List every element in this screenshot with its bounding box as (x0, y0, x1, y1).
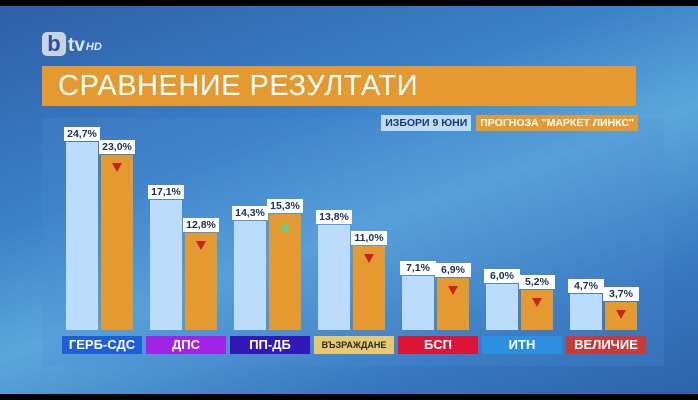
forecast-bar (521, 290, 553, 330)
broadcast-graphic: b tv HD СРАВНЕНИЕ РЕЗУЛТАТИ ИЗБОРИ 9 ЮНИ… (0, 6, 698, 394)
trend-down-icon (448, 285, 458, 295)
election-bar (570, 294, 602, 330)
election-value-label: 17,1% (148, 185, 184, 200)
election-bar (150, 200, 182, 330)
party-label: ПП-ДБ (230, 336, 310, 354)
trend-down-icon (532, 298, 542, 308)
logo-hd: HD (85, 41, 102, 53)
logo-b: b (42, 32, 66, 56)
trend-down-icon (364, 254, 374, 264)
forecast-value-label: 6,9% (435, 262, 471, 277)
legend: ИЗБОРИ 9 ЮНИ ПРОГНОЗА "МАРКЕТ ЛИНКС" (381, 115, 638, 131)
election-value-label: 13,8% (316, 210, 352, 225)
election-value-label: 24,7% (64, 127, 100, 142)
party-label: ГЕРБ-СДС (62, 336, 142, 354)
forecast-value-label: 23,0% (99, 140, 135, 155)
forecast-bar (269, 213, 301, 330)
forecast-value-label: 5,2% (519, 275, 555, 290)
election-bar (486, 284, 518, 330)
party-label: БСП (398, 336, 478, 354)
forecast-value-label: 3,7% (603, 286, 639, 301)
election-value-label: 7,1% (400, 261, 436, 276)
trend-up-icon (280, 221, 290, 231)
forecast-bar (101, 155, 133, 330)
election-bar (402, 276, 434, 330)
party-label: ВЕЛИЧИЕ (566, 336, 646, 354)
legend-forecast: ПРОГНОЗА "МАРКЕТ ЛИНКС" (476, 115, 638, 131)
forecast-value-label: 11,0% (351, 231, 387, 246)
forecast-value-label: 12,8% (183, 217, 219, 232)
trend-down-icon (196, 240, 206, 250)
party-label: ВЪЗРАЖДАНЕ (314, 336, 394, 354)
party-label: ДПС (146, 336, 226, 354)
forecast-value-label: 15,3% (267, 198, 303, 213)
election-value-label: 14,3% (232, 206, 268, 221)
election-value-label: 4,7% (568, 279, 604, 294)
chart-title: СРАВНЕНИЕ РЕЗУЛТАТИ (58, 70, 419, 102)
election-value-label: 6,0% (484, 269, 520, 284)
election-bar (66, 142, 98, 330)
election-bar (318, 225, 350, 330)
logo-tv: tv (68, 35, 85, 56)
trend-down-icon (112, 163, 122, 173)
trend-down-icon (616, 309, 626, 319)
party-label: ИТН (482, 336, 562, 354)
election-bar (234, 221, 266, 330)
title-bar: СРАВНЕНИЕ РЕЗУЛТАТИ (42, 66, 636, 106)
legend-elections: ИЗБОРИ 9 ЮНИ (381, 115, 472, 131)
btv-hd-logo: b tv HD (42, 32, 102, 56)
